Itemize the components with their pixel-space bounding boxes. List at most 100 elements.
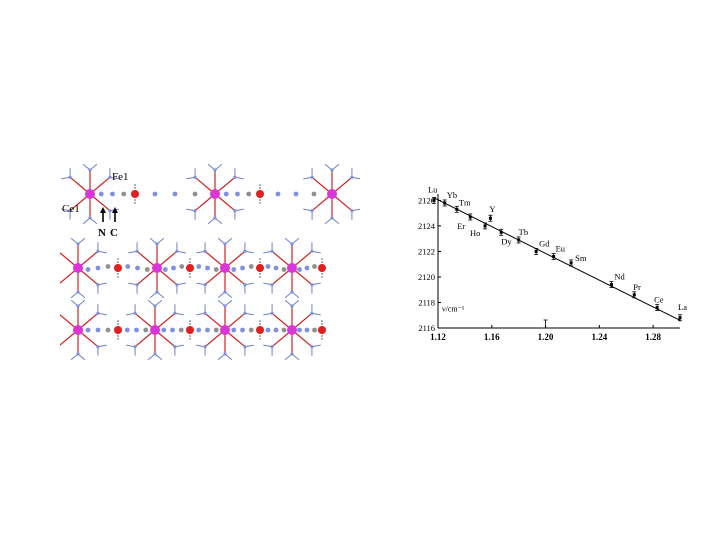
ligand-atom xyxy=(203,249,207,253)
data-point-gd: Gd xyxy=(534,238,550,255)
ligand-atom xyxy=(310,345,314,349)
lanthanide-atom xyxy=(210,189,220,199)
ce1-label: Ce1 xyxy=(62,203,80,215)
ligand-atom xyxy=(310,283,314,287)
ligand-atom xyxy=(88,168,92,172)
crystal-layers xyxy=(49,163,361,361)
lanthanide-atom xyxy=(287,325,297,335)
lanthanide-atom xyxy=(220,325,230,335)
ligand-atom xyxy=(310,175,314,179)
iron-atom xyxy=(131,190,139,198)
data-point-pr: Pr xyxy=(632,282,641,299)
fe1-label: Fe1 xyxy=(112,171,129,183)
ligand-atom xyxy=(133,311,137,315)
ligand-atom xyxy=(330,216,334,220)
data-point-ce: Ce xyxy=(654,295,664,311)
c-arrow xyxy=(112,207,118,222)
ligand-atom xyxy=(175,283,179,287)
ligand-atom xyxy=(350,175,354,179)
bridge-atom xyxy=(265,327,271,333)
baseline-marker xyxy=(543,319,548,327)
ligand-atom xyxy=(76,352,80,356)
bridge-atom xyxy=(304,265,310,271)
point-marker xyxy=(632,293,636,297)
point-marker xyxy=(655,306,659,310)
bridge-atom xyxy=(98,191,104,197)
point-label: Sm xyxy=(575,253,587,263)
crystal-structure-diagram: Ce1 Fe1 N C xyxy=(49,150,361,361)
structure-row xyxy=(49,299,326,361)
x-tick-labels: 1.12 1.16 1.20 1.24 1.28 xyxy=(430,325,661,342)
x-tick-label: 1.24 xyxy=(591,332,607,342)
ligand-atom xyxy=(193,175,197,179)
ligand-atom xyxy=(203,345,207,349)
bridge-atom xyxy=(312,327,317,333)
bridge-atom xyxy=(281,327,287,333)
point-label: Ho xyxy=(470,228,480,238)
y-tick-labels: 2116 2118 2120 2122 2124 2126 xyxy=(418,195,441,333)
ligand-atom xyxy=(173,311,177,315)
point-label: Y xyxy=(489,204,495,214)
bridge-atom xyxy=(293,191,299,197)
point-marker xyxy=(552,255,556,259)
data-point-yb: Yb xyxy=(442,190,457,207)
bridge-atom xyxy=(162,267,168,272)
bridge-atom xyxy=(275,191,281,197)
point-label: Gd xyxy=(539,238,550,248)
structure-row xyxy=(49,237,326,299)
iron-atom xyxy=(318,326,326,334)
point-marker xyxy=(534,249,538,253)
data-point-ho: Ho xyxy=(470,222,488,238)
ligand-atom xyxy=(290,290,294,294)
point-marker xyxy=(432,198,436,202)
bridge-atom xyxy=(105,327,111,333)
bridge-atom xyxy=(223,191,229,197)
bridge-atom xyxy=(121,191,127,197)
lanthanide-atom xyxy=(220,263,230,273)
bridge-atom xyxy=(281,267,287,272)
n-arrow xyxy=(100,207,106,222)
bridge-atom xyxy=(196,327,202,333)
ligand-atom xyxy=(88,216,92,220)
iron-atom xyxy=(256,326,264,334)
ligand-atom xyxy=(290,304,294,308)
iron-atom xyxy=(256,264,264,272)
bridge-atom xyxy=(311,191,317,197)
ligand-atom xyxy=(233,175,237,179)
ligand-atom xyxy=(133,345,137,349)
lanthanide-atom xyxy=(150,325,160,335)
structure-row xyxy=(61,163,361,225)
bridge-atom xyxy=(171,265,176,271)
point-label: Ce xyxy=(654,295,664,305)
point-label: Tm xyxy=(459,197,471,207)
bridge-atom xyxy=(178,327,184,333)
ligand-atom xyxy=(153,352,157,356)
bridge-atom xyxy=(205,265,210,271)
ligand-atom xyxy=(76,290,80,294)
iron-atom xyxy=(114,264,122,272)
ligand-atom xyxy=(310,311,314,315)
ligand-atom xyxy=(96,311,100,315)
bridge-atom xyxy=(265,264,271,269)
data-point-er: Er xyxy=(457,213,473,231)
ligand-atom xyxy=(135,249,139,253)
bridge-atom xyxy=(240,265,245,271)
point-label: La xyxy=(678,302,687,312)
bridge-atom xyxy=(192,191,198,197)
point-marker xyxy=(443,201,447,205)
n-label: N xyxy=(98,227,106,239)
ligand-atom xyxy=(155,290,159,294)
ligand-atom xyxy=(223,304,227,308)
ligand-atom xyxy=(290,242,294,246)
ligand-atom xyxy=(193,209,197,213)
bridge-atom xyxy=(161,327,167,333)
bridge-atom xyxy=(170,327,175,333)
plot-axes xyxy=(437,194,680,329)
point-marker xyxy=(455,207,459,211)
point-label: Pr xyxy=(633,282,641,292)
plot-svg: 1.12 1.16 1.20 1.24 1.28 2116 2118 2120 2122 212… xyxy=(418,184,687,342)
lanthanide-atom xyxy=(85,189,95,199)
bridge-atom xyxy=(110,191,115,197)
iron-atom xyxy=(186,326,194,334)
c-label: C xyxy=(110,227,118,239)
